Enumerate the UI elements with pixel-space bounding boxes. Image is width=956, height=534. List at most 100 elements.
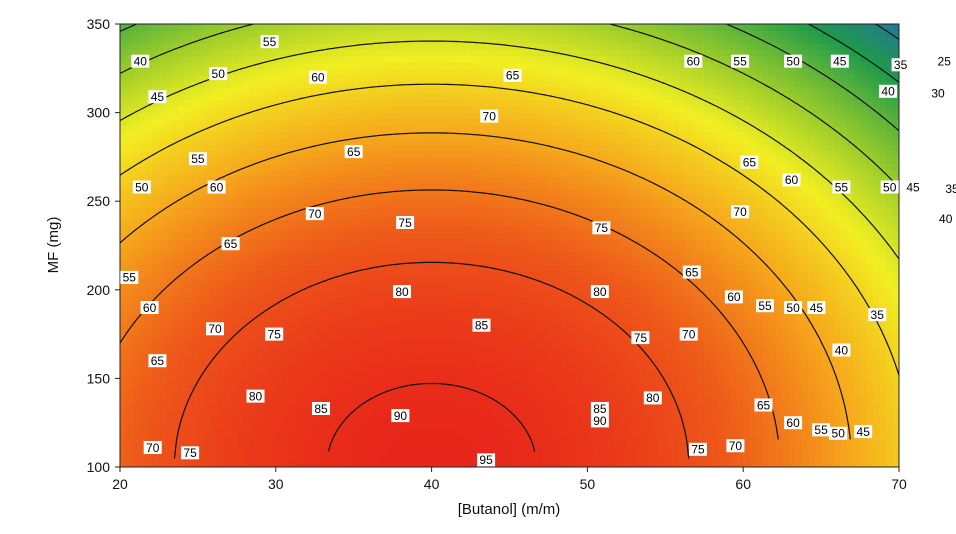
contour-label: 80 <box>643 391 662 405</box>
contour-label-box <box>830 54 849 68</box>
contour-label-text: 70 <box>733 205 747 219</box>
contour-label-text: 65 <box>224 237 238 251</box>
contour-label: 55 <box>120 270 139 285</box>
contour-label: 40 <box>936 212 955 226</box>
contour-label: 75 <box>396 216 415 230</box>
x-tick-label: 40 <box>424 476 440 492</box>
y-tick-label: 350 <box>87 16 111 32</box>
contour-label-box <box>832 180 851 194</box>
contour-label: 45 <box>830 54 849 69</box>
contour-label-box <box>308 70 327 84</box>
contour-label-text: 40 <box>134 55 148 69</box>
contour-label-box <box>643 391 662 405</box>
contour-label: 85 <box>590 402 609 416</box>
contour-label-text: 90 <box>394 409 408 423</box>
contour-label: 45 <box>148 90 167 104</box>
contour-label: 40 <box>832 343 851 357</box>
contour-label-box <box>682 265 701 279</box>
contour-label-text: 25 <box>938 55 952 69</box>
contour-label-box <box>684 54 703 68</box>
contour-label-text: 55 <box>758 299 772 313</box>
contour-label-box <box>140 301 159 314</box>
contour-label-text: 80 <box>249 389 263 403</box>
contour-label: 60 <box>308 70 327 85</box>
contour-label: 55 <box>731 55 750 69</box>
contour-label-text: 65 <box>743 156 757 170</box>
contour-label-box <box>784 301 803 314</box>
contour-label: 55 <box>260 35 279 49</box>
contour-label: 85 <box>472 318 491 333</box>
x-tick-label: 20 <box>112 476 128 492</box>
contour-label-box <box>393 285 411 299</box>
contour-label: 60 <box>724 290 743 304</box>
contour-label-text: 80 <box>593 285 607 299</box>
contour-label-text: 75 <box>183 446 197 460</box>
contour-label: 40 <box>131 55 150 69</box>
contour-label-text: 70 <box>729 439 743 453</box>
contour-label-box <box>689 442 707 456</box>
contour-label-text: 50 <box>883 180 897 194</box>
contour-label-box <box>260 35 279 49</box>
contour-label: 70 <box>305 207 324 221</box>
contour-label-text: 60 <box>210 180 224 194</box>
contour-label-box <box>935 54 954 68</box>
y-tick-label: 150 <box>87 370 111 386</box>
contour-label-box <box>181 446 200 460</box>
contour-label-text: 80 <box>646 391 660 405</box>
contour-label-text: 55 <box>191 152 205 166</box>
contour-label: 65 <box>221 237 240 251</box>
contour-label-box <box>784 54 803 68</box>
contour-label-box <box>590 285 609 299</box>
contour-label: 85 <box>312 402 330 416</box>
contour-label: 90 <box>391 409 410 423</box>
contour-label-text: 75 <box>691 443 705 457</box>
contour-label-text: 60 <box>785 173 799 187</box>
y-tick-label: 200 <box>87 282 111 298</box>
contour-label-text: 65 <box>347 145 361 159</box>
contour-label-box <box>207 180 226 194</box>
contour-label-box <box>740 155 759 169</box>
x-axis: 20 30 40 50 60 70 <box>112 467 907 492</box>
contour-label-box <box>891 58 910 72</box>
contour-label-box <box>132 180 151 194</box>
contour-label-box <box>631 331 650 345</box>
contour-label: 50 <box>880 180 899 194</box>
contour-label: 55 <box>812 423 831 437</box>
contour-label: 65 <box>344 145 363 159</box>
contour-label-box <box>312 402 330 415</box>
y-axis-title: MF (mg) <box>45 217 62 274</box>
contour-label-box <box>754 398 773 412</box>
contour-label-text: 75 <box>398 216 412 230</box>
contour-label-text: 55 <box>123 271 137 285</box>
contour-label: 75 <box>631 331 650 345</box>
contour-label: 65 <box>754 398 773 412</box>
contour-label-text: 40 <box>881 85 895 99</box>
contour-label-box <box>724 290 743 304</box>
contour-label-box <box>391 409 410 423</box>
contour-line-90 <box>173 261 690 459</box>
contour-label-text: 65 <box>506 69 520 83</box>
contour-label-text: 50 <box>832 427 846 441</box>
contour-label-text: 65 <box>685 265 699 279</box>
contour-label: 30 <box>929 86 947 100</box>
contour-label: 55 <box>832 180 851 194</box>
contour-label-box <box>472 318 491 332</box>
contour-label: 70 <box>679 327 698 341</box>
contour-label-box <box>590 402 609 415</box>
y-tick-label: 300 <box>87 105 111 121</box>
contour-line-65 <box>120 24 899 188</box>
contour-label-text: 90 <box>593 414 607 428</box>
x-tick-label: 50 <box>580 476 596 492</box>
contour-label: 40 <box>879 85 898 99</box>
contour-label-text: 45 <box>906 180 920 194</box>
contour-label-box <box>120 270 139 284</box>
contour-label-text: 70 <box>208 322 222 336</box>
contour-label-text: 40 <box>835 343 849 357</box>
contour-label: 65 <box>682 265 701 279</box>
x-tick-label: 30 <box>268 476 284 492</box>
contour-label-text: 50 <box>786 55 800 69</box>
contour-label-box <box>590 414 609 428</box>
contour-line-95 <box>327 382 536 452</box>
x-axis-title: [Butanol] (m/m) <box>458 501 561 518</box>
contour-label-text: 65 <box>151 354 165 368</box>
